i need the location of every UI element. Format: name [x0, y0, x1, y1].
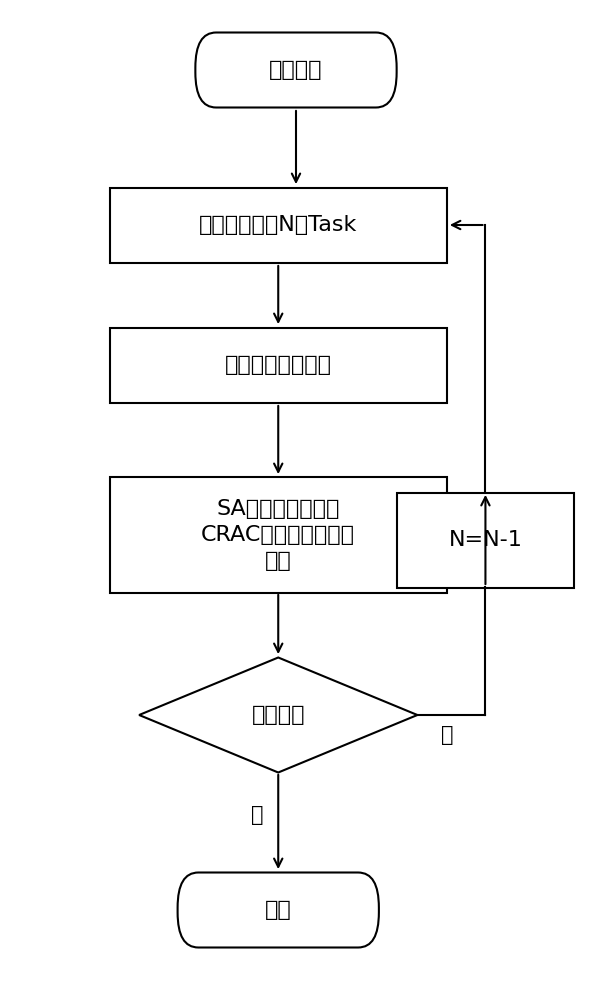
Bar [110, 188, 447, 262]
Text: 设置成功: 设置成功 [252, 705, 305, 725]
Text: 结束: 结束 [265, 900, 292, 920]
Text: 是: 是 [251, 805, 264, 825]
Bar [110, 477, 447, 592]
Polygon shape [139, 658, 417, 772]
FancyBboxPatch shape [195, 32, 397, 107]
Text: 获取实时监控数据: 获取实时监控数据 [225, 355, 332, 375]
Text: N=N-1: N=N-1 [449, 530, 522, 550]
Bar [110, 328, 447, 402]
Text: 任务到来: 任务到来 [269, 60, 323, 80]
Bar [397, 492, 574, 587]
Text: 从任务队列取N个Task: 从任务队列取N个Task [199, 215, 358, 235]
Text: SA分配作业和调控
CRAC使得服务器能耗
最小: SA分配作业和调控 CRAC使得服务器能耗 最小 [201, 499, 355, 571]
Text: 否: 否 [440, 725, 453, 745]
FancyBboxPatch shape [178, 872, 379, 948]
